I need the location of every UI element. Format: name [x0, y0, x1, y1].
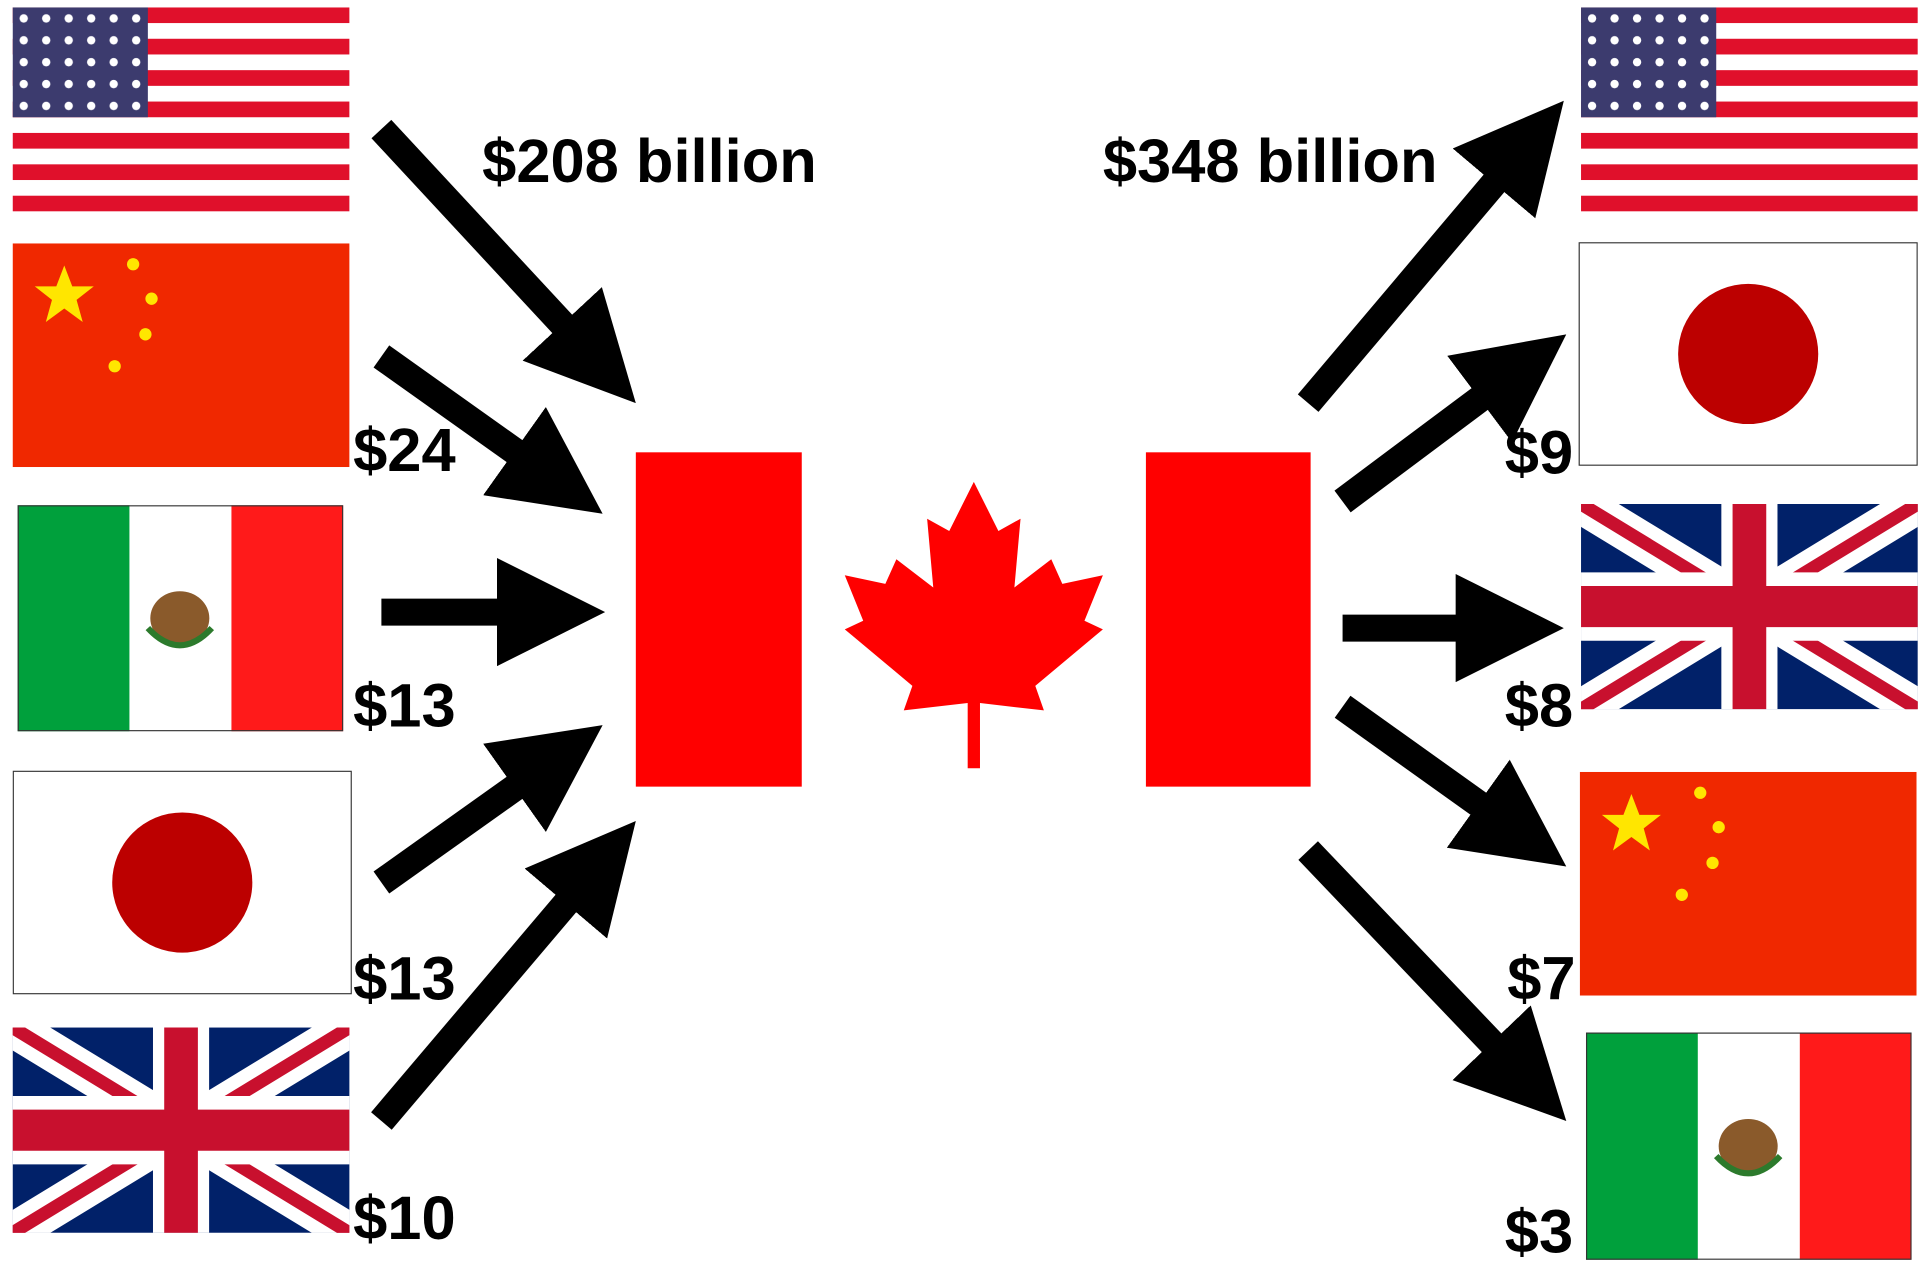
- arrow: [1334, 695, 1567, 867]
- flag: [1586, 1032, 1912, 1259]
- flag: [12, 243, 350, 468]
- arrow: [1297, 100, 1564, 412]
- export-label: $7: [1507, 945, 1575, 1014]
- arrow: [373, 345, 603, 514]
- import-label: $24: [353, 416, 456, 485]
- flag: [13, 1028, 350, 1233]
- import-total: $208 billion: [482, 127, 817, 196]
- flag: [1581, 7, 1918, 212]
- canada-bar: [1145, 452, 1311, 787]
- import-label: $10: [353, 1184, 456, 1253]
- arrows: [371, 100, 1567, 1130]
- flag: [1578, 242, 1918, 466]
- arrow: [1334, 334, 1567, 513]
- flag: [12, 770, 352, 995]
- export-label: $9: [1505, 418, 1573, 487]
- import-label: $13: [353, 672, 456, 741]
- flag: [1581, 504, 1918, 709]
- export-label: $3: [1505, 1198, 1573, 1266]
- canada-bar: [635, 452, 802, 787]
- maple-leaf: [844, 481, 1103, 769]
- arrow: [373, 725, 603, 894]
- arrow: [371, 821, 636, 1130]
- arrow: [1298, 841, 1567, 1121]
- arrow: [371, 119, 636, 404]
- import-label: $13: [353, 945, 456, 1014]
- export-label: $8: [1505, 672, 1573, 741]
- flag: [18, 505, 344, 731]
- flag: [12, 7, 350, 212]
- export-total: $348 billion: [1103, 127, 1438, 196]
- flag: [1579, 771, 1917, 996]
